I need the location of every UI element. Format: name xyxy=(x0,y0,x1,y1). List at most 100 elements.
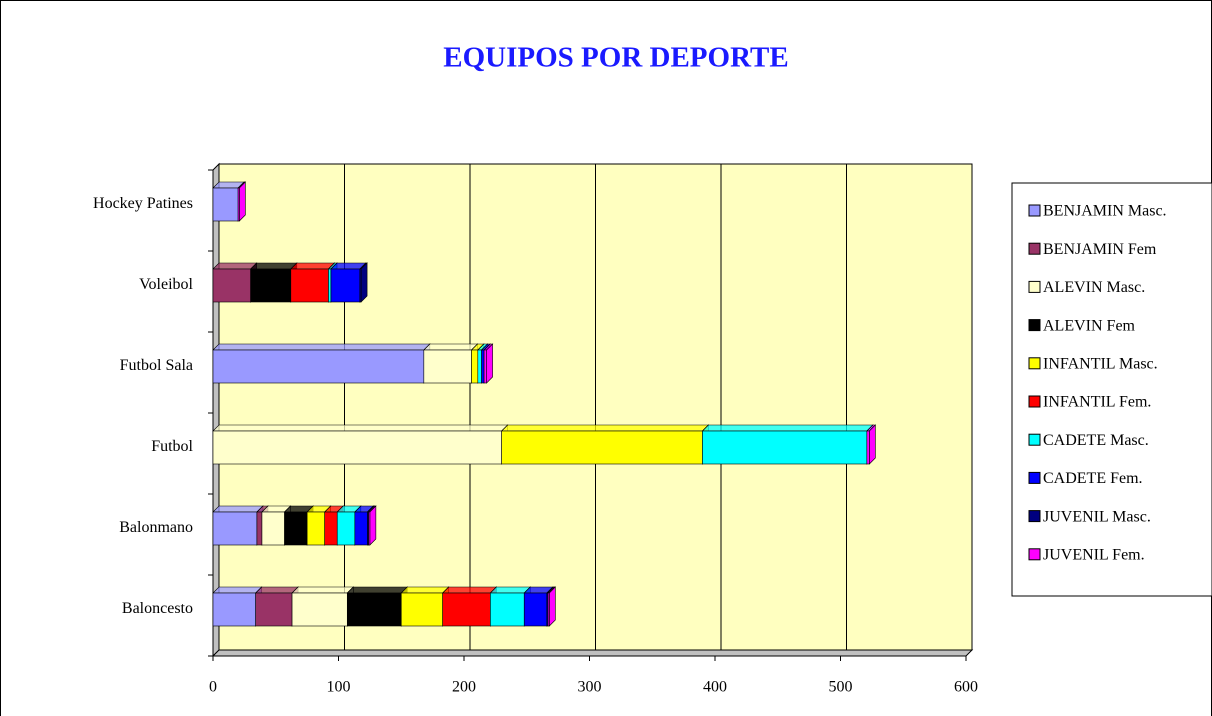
bar-face xyxy=(359,268,362,303)
bar-face xyxy=(869,424,876,465)
bar-face xyxy=(481,349,485,384)
legend-swatch xyxy=(1028,357,1041,370)
bar-face xyxy=(523,592,548,627)
y-tick-label: Voleibol xyxy=(139,276,193,293)
legend-swatch xyxy=(1028,319,1041,332)
legend-label: INFANTIL Masc. xyxy=(1043,355,1158,372)
bar-face xyxy=(866,430,870,465)
bar-face xyxy=(212,262,258,270)
bar-face xyxy=(400,586,450,594)
bar-face xyxy=(290,268,329,303)
bar-face xyxy=(400,592,443,627)
legend-box xyxy=(1011,182,1212,597)
bar-face xyxy=(212,592,256,627)
y-tick-label: Balonmano xyxy=(119,519,193,536)
bar-face xyxy=(212,586,263,594)
bar-segment xyxy=(212,262,258,303)
chart-title: EQUIPOS POR DEPORTE xyxy=(443,42,788,74)
x-tick-label: 200 xyxy=(452,679,476,696)
bar-face xyxy=(254,586,299,594)
legend-label: JUVENIL Masc. xyxy=(1043,508,1151,525)
bar-segment xyxy=(441,586,498,627)
bar-face xyxy=(423,349,472,384)
bar-face xyxy=(471,349,479,384)
legend-swatch xyxy=(1028,280,1041,293)
bar-face xyxy=(360,262,368,303)
bar-segment xyxy=(291,586,355,627)
plot-floor xyxy=(212,162,220,658)
bar-face xyxy=(547,592,550,627)
bar-face xyxy=(368,511,371,546)
bar-segment xyxy=(237,181,247,222)
bar-segment xyxy=(212,586,263,627)
bar-segment xyxy=(212,424,509,465)
bar-face xyxy=(212,268,251,303)
x-tick-label: 0 xyxy=(209,679,217,696)
plot-floor xyxy=(211,649,974,657)
bar-face xyxy=(212,187,239,222)
x-tick-label: 400 xyxy=(703,679,727,696)
y-tick-label: Hockey Patines xyxy=(93,195,193,212)
bar-face xyxy=(501,430,703,465)
bar-face xyxy=(290,262,336,270)
legend-label: BENJAMIN Masc. xyxy=(1043,203,1167,220)
legend-label: ALEVIN Fem xyxy=(1043,317,1136,334)
legend-swatch xyxy=(1028,395,1041,408)
y-tick-label: Futbol Sala xyxy=(120,357,193,374)
legend-label: CADETE Masc. xyxy=(1043,432,1149,449)
x-tick-label: 600 xyxy=(954,679,978,696)
bar-face xyxy=(549,586,556,627)
bar-face xyxy=(291,586,355,594)
bar-face xyxy=(212,511,258,546)
bar-face xyxy=(442,592,491,627)
bar-face xyxy=(324,511,338,546)
bar-face xyxy=(250,268,292,303)
x-tick-label: 500 xyxy=(829,679,853,696)
bar-face xyxy=(486,343,493,384)
bar-face xyxy=(702,430,868,465)
bar-face xyxy=(441,586,498,594)
bar-face xyxy=(261,511,285,546)
bar-segment xyxy=(212,181,245,222)
bar-face xyxy=(500,424,710,432)
bar-face xyxy=(255,592,293,627)
legend-swatch xyxy=(1028,204,1041,217)
bar-segment xyxy=(500,424,710,465)
bar-segment xyxy=(866,424,877,465)
bar-face xyxy=(490,592,525,627)
bar-segment xyxy=(400,586,450,627)
legend-swatch xyxy=(1028,433,1041,446)
legend-swatch xyxy=(1028,510,1041,523)
bar-face xyxy=(477,349,482,384)
bar-face xyxy=(369,505,377,546)
bar-face xyxy=(489,586,531,594)
bar-face xyxy=(239,181,246,222)
legend-label: INFANTIL Fem. xyxy=(1043,394,1151,411)
bar-segment xyxy=(423,343,479,384)
bar-face xyxy=(291,592,348,627)
legend-swatch xyxy=(1028,242,1041,255)
bar-face xyxy=(701,424,874,432)
bar-segment xyxy=(483,343,494,384)
bar-face xyxy=(212,430,502,465)
bar-face xyxy=(212,424,509,432)
legend-label: BENJAMIN Fem xyxy=(1043,241,1157,258)
bar-face xyxy=(328,268,332,303)
bar-face xyxy=(330,268,361,303)
bar-segment xyxy=(367,505,377,546)
bar-face xyxy=(346,586,408,594)
bar-segment xyxy=(249,262,298,303)
legend-swatch xyxy=(1028,548,1041,561)
legend-swatch xyxy=(1028,471,1041,484)
y-tick-label: Baloncesto xyxy=(122,600,193,617)
bar-face xyxy=(346,592,402,627)
bar-face xyxy=(237,187,240,222)
bar-face xyxy=(306,511,325,546)
bar-face xyxy=(249,262,298,270)
bar-face xyxy=(423,343,479,351)
legend-label: JUVENIL Fem. xyxy=(1043,546,1145,563)
bar-face xyxy=(212,349,425,384)
bar-segment xyxy=(359,262,368,303)
x-tick-label: 100 xyxy=(327,679,351,696)
